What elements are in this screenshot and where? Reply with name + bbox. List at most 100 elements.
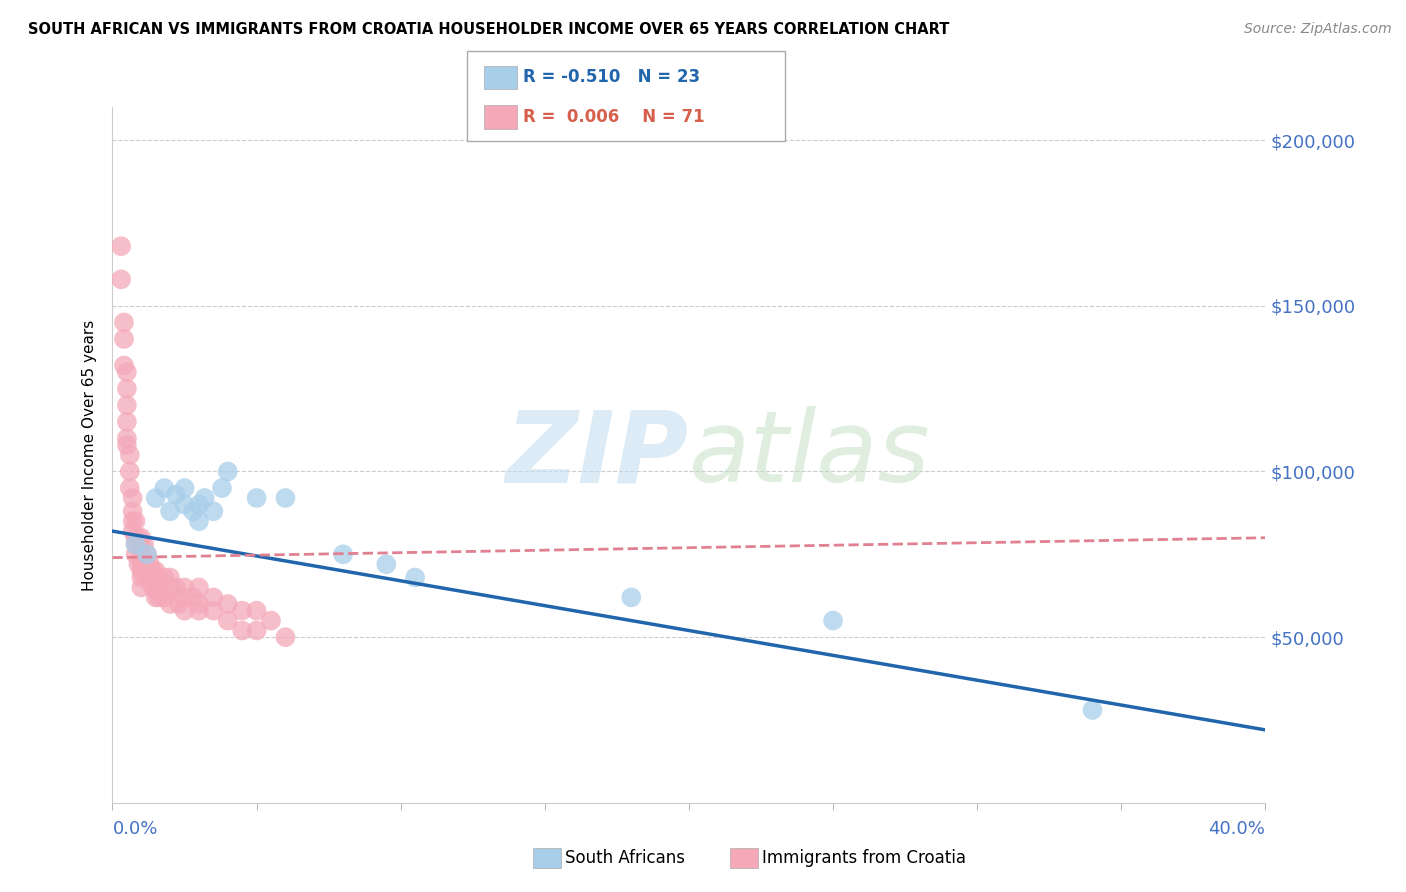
Point <box>173 498 195 512</box>
Text: 40.0%: 40.0% <box>1209 820 1265 838</box>
Point <box>188 597 211 611</box>
Point <box>167 597 190 611</box>
Point <box>124 531 146 545</box>
Point <box>153 591 176 605</box>
Point <box>129 570 153 584</box>
Point <box>129 581 153 595</box>
Point <box>115 438 138 452</box>
Text: South Africans: South Africans <box>565 849 685 867</box>
Point <box>1081 703 1104 717</box>
Point <box>142 564 165 578</box>
Point <box>127 531 149 545</box>
Point <box>332 547 354 561</box>
Point <box>159 504 181 518</box>
Point <box>181 591 204 605</box>
Point <box>274 491 297 505</box>
Point <box>127 537 149 551</box>
Point <box>165 488 187 502</box>
Text: atlas: atlas <box>689 407 931 503</box>
Point <box>124 537 146 551</box>
Point <box>110 272 132 286</box>
Point <box>129 564 153 578</box>
Text: R = -0.510   N = 23: R = -0.510 N = 23 <box>523 69 700 87</box>
Text: R =  0.006    N = 71: R = 0.006 N = 71 <box>523 108 704 126</box>
Point <box>188 581 211 595</box>
Point <box>121 504 143 518</box>
Point <box>173 581 195 595</box>
Point <box>202 504 225 518</box>
Point <box>134 537 156 551</box>
Point <box>153 570 176 584</box>
Point <box>231 604 253 618</box>
Point <box>124 537 146 551</box>
Point <box>134 558 156 572</box>
Point <box>173 481 195 495</box>
Point <box>118 481 141 495</box>
Point <box>136 558 159 572</box>
Point <box>821 614 844 628</box>
Point <box>129 547 153 561</box>
Point <box>127 558 149 572</box>
Text: SOUTH AFRICAN VS IMMIGRANTS FROM CROATIA HOUSEHOLDER INCOME OVER 65 YEARS CORREL: SOUTH AFRICAN VS IMMIGRANTS FROM CROATIA… <box>28 22 949 37</box>
Point <box>115 431 138 445</box>
Point <box>188 498 211 512</box>
Text: Immigrants from Croatia: Immigrants from Croatia <box>762 849 966 867</box>
Point <box>115 365 138 379</box>
Point <box>145 581 167 595</box>
Point <box>202 591 225 605</box>
Point <box>159 570 181 584</box>
Point <box>112 332 135 346</box>
Point <box>136 570 159 584</box>
Point <box>231 624 253 638</box>
Point <box>260 614 283 628</box>
Point <box>121 524 143 538</box>
Point <box>148 591 170 605</box>
Point <box>173 604 195 618</box>
Point <box>118 448 141 462</box>
Point <box>274 630 297 644</box>
Point <box>211 481 233 495</box>
Point <box>217 614 239 628</box>
Point <box>136 547 159 561</box>
Text: Source: ZipAtlas.com: Source: ZipAtlas.com <box>1244 22 1392 37</box>
Point <box>145 591 167 605</box>
Point <box>404 570 426 584</box>
Point <box>159 581 181 595</box>
Point <box>124 514 146 528</box>
Point <box>217 597 239 611</box>
Point <box>136 547 159 561</box>
Y-axis label: Householder Income Over 65 years: Householder Income Over 65 years <box>82 319 97 591</box>
Text: ZIP: ZIP <box>506 407 689 503</box>
Point <box>115 415 138 429</box>
Point <box>129 537 153 551</box>
Point <box>121 514 143 528</box>
Point <box>159 597 181 611</box>
Point <box>245 624 267 638</box>
Point <box>145 491 167 505</box>
Point <box>121 491 143 505</box>
Text: 0.0%: 0.0% <box>112 820 157 838</box>
Point <box>139 558 162 572</box>
Point <box>245 604 267 618</box>
Point <box>173 591 195 605</box>
Point <box>142 581 165 595</box>
Point <box>115 398 138 412</box>
Point <box>145 564 167 578</box>
Point <box>194 491 217 505</box>
Point <box>188 604 211 618</box>
Point <box>129 531 153 545</box>
Point <box>375 558 398 572</box>
Point <box>620 591 643 605</box>
Point <box>165 581 187 595</box>
Point <box>124 547 146 561</box>
Point <box>115 382 138 396</box>
Point <box>181 504 204 518</box>
Point <box>153 481 176 495</box>
Point <box>148 570 170 584</box>
Point <box>217 465 239 479</box>
Point <box>110 239 132 253</box>
Point <box>245 491 267 505</box>
Point <box>129 558 153 572</box>
Point <box>139 570 162 584</box>
Point <box>118 465 141 479</box>
